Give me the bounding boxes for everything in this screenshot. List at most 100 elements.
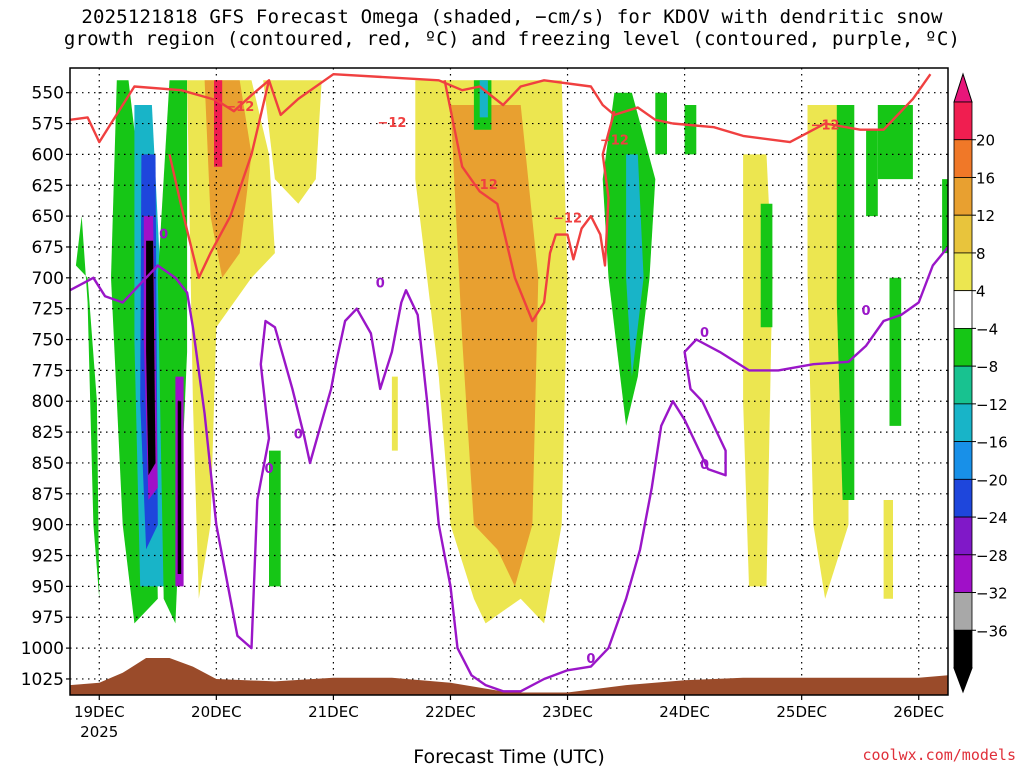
colorbar-swatch — [953, 478, 973, 518]
dgz-contour-label: −12 — [469, 178, 498, 193]
colorbar-swatch — [953, 554, 973, 593]
y-tick-label: 875 — [32, 485, 64, 505]
colorbar-tick-label: −32 — [976, 585, 1008, 603]
colorbar-swatch — [953, 441, 973, 480]
y-tick-label: 850 — [32, 454, 64, 474]
y-tick-label: 1000 — [21, 639, 64, 659]
y-tick-label: 600 — [32, 145, 64, 165]
colorbar-swatch — [953, 177, 973, 216]
y-tick-label: 775 — [32, 361, 64, 381]
colorbar-tick-label: 12 — [976, 207, 995, 225]
colorbar-swatch — [953, 327, 973, 367]
omega-shade-22 — [684, 105, 697, 155]
freezing-contour-label: 0 — [376, 277, 385, 292]
colorbar-swatch — [953, 101, 973, 141]
x-tick-label: 26DEC — [893, 703, 944, 721]
omega-shade-18 — [479, 80, 488, 118]
chart-title-line-1: 2025121818 GFS Forecast Omega (shaded, −… — [81, 6, 943, 28]
y-tick-label: 650 — [32, 207, 64, 227]
plot-area: −12 −12 −12 −12 −12 −12 0 0 0 0 0 0 0 0 — [70, 68, 948, 695]
freezing-contour-label: 0 — [700, 326, 709, 341]
contour-dgz_-12C — [70, 73, 932, 144]
x-tick-label: 23DEC — [542, 703, 593, 721]
dgz-contour-label: −12 — [600, 134, 629, 149]
chart-title: 2025121818 GFS Forecast Omega (shaded, −… — [0, 6, 1024, 50]
chart-title-line-2: growth region (contoured, red, ºC) and f… — [63, 28, 961, 50]
colorbar-tick-label: −16 — [976, 434, 1008, 452]
y-tick-label: 825 — [32, 423, 64, 443]
omega-shade-14 — [391, 376, 398, 451]
x-tick-label: 19DEC — [74, 703, 125, 721]
colorbar-bottom-arrow — [953, 667, 973, 694]
omega-shade-12 — [263, 80, 322, 204]
colorbar-swatch — [953, 516, 973, 556]
y-tick-label: 800 — [32, 392, 64, 412]
x-year-label: 2025 — [80, 723, 118, 741]
omega-shade-21 — [655, 92, 667, 155]
colorbar-tick-label: 20 — [976, 132, 995, 150]
freezing-contour-label: 0 — [159, 227, 168, 242]
freezing-contour-label: 0 — [862, 304, 871, 319]
colorbar-swatch — [953, 252, 973, 292]
y-tick-label: 675 — [32, 238, 64, 258]
plot-frame — [69, 67, 949, 696]
colorbar-tick-label: −36 — [976, 622, 1008, 640]
colorbar-tick-label: −4 — [976, 320, 998, 338]
omega-shade-9 — [187, 80, 275, 599]
colorbar-swatch — [953, 592, 973, 631]
y-tick-label: 550 — [32, 84, 64, 104]
y-tick-label: 725 — [32, 300, 64, 320]
omega-shade-13 — [269, 450, 281, 587]
contour-dgz_-12C_b — [168, 80, 271, 279]
y-tick-label: 950 — [32, 577, 64, 597]
y-tick-label: 975 — [32, 608, 64, 628]
omega-shade-31 — [942, 179, 948, 254]
colorbar-tick-label: −20 — [976, 471, 1008, 489]
x-tick-label: 20DEC — [191, 703, 242, 721]
colorbar-swatch — [953, 214, 973, 254]
x-axis-title: Forecast Time (UTC) — [413, 746, 604, 768]
y-tick-label: 900 — [32, 516, 64, 536]
omega-shade-0 — [75, 216, 100, 599]
omega-shade-26 — [836, 105, 855, 500]
omega-shade-29 — [889, 277, 902, 426]
y-tick-label: 925 — [32, 547, 64, 567]
colorbar-tick-label: 8 — [976, 245, 986, 263]
colorbar-tick-label: −8 — [976, 358, 998, 376]
colorbar-tick-label: −28 — [976, 547, 1008, 565]
freezing-contour-label: 0 — [264, 462, 273, 477]
terrain-fill — [70, 658, 948, 695]
freezing-contour-label: 0 — [586, 652, 595, 667]
colorbar-tick-label: 4 — [976, 283, 986, 301]
dgz-contour-label: −12 — [811, 119, 840, 134]
colorbar-tick-label: 16 — [976, 169, 995, 187]
colorbar-top-arrow — [953, 72, 973, 103]
x-tick-label: 24DEC — [659, 703, 710, 721]
x-tick-label: 21DEC — [308, 703, 359, 721]
y-tick-label: 575 — [32, 115, 64, 135]
colorbar-swatch — [953, 365, 973, 405]
omega-shade-8 — [177, 401, 182, 574]
colorbar-swatch — [953, 403, 973, 443]
x-tick-label: 25DEC — [776, 703, 827, 721]
omega-shade-30 — [883, 500, 893, 599]
omega-shade-27 — [866, 129, 878, 217]
colorbar-swatch — [953, 290, 973, 329]
colorbar-tick-label: −24 — [976, 509, 1008, 527]
freezing-contour-label: 0 — [700, 458, 709, 473]
omega-shade-20 — [626, 154, 644, 377]
contour-freezing_0C — [70, 246, 948, 693]
x-tick-label: 22DEC — [425, 703, 476, 721]
colorbar-tick-label: −12 — [976, 396, 1008, 414]
y-tick-label: 700 — [32, 269, 64, 289]
omega-shade-5 — [146, 240, 156, 476]
omega-shade-24 — [760, 203, 773, 328]
colorbar-swatch — [953, 139, 973, 178]
dgz-contour-label: −12 — [225, 100, 254, 115]
colorbar-swatch — [953, 629, 973, 669]
y-tick-label: 625 — [32, 176, 64, 196]
freezing-contour-label: 0 — [294, 427, 303, 442]
dgz-contour-label: −12 — [377, 116, 406, 131]
source-credit: coolwx.com/models — [862, 746, 1016, 764]
